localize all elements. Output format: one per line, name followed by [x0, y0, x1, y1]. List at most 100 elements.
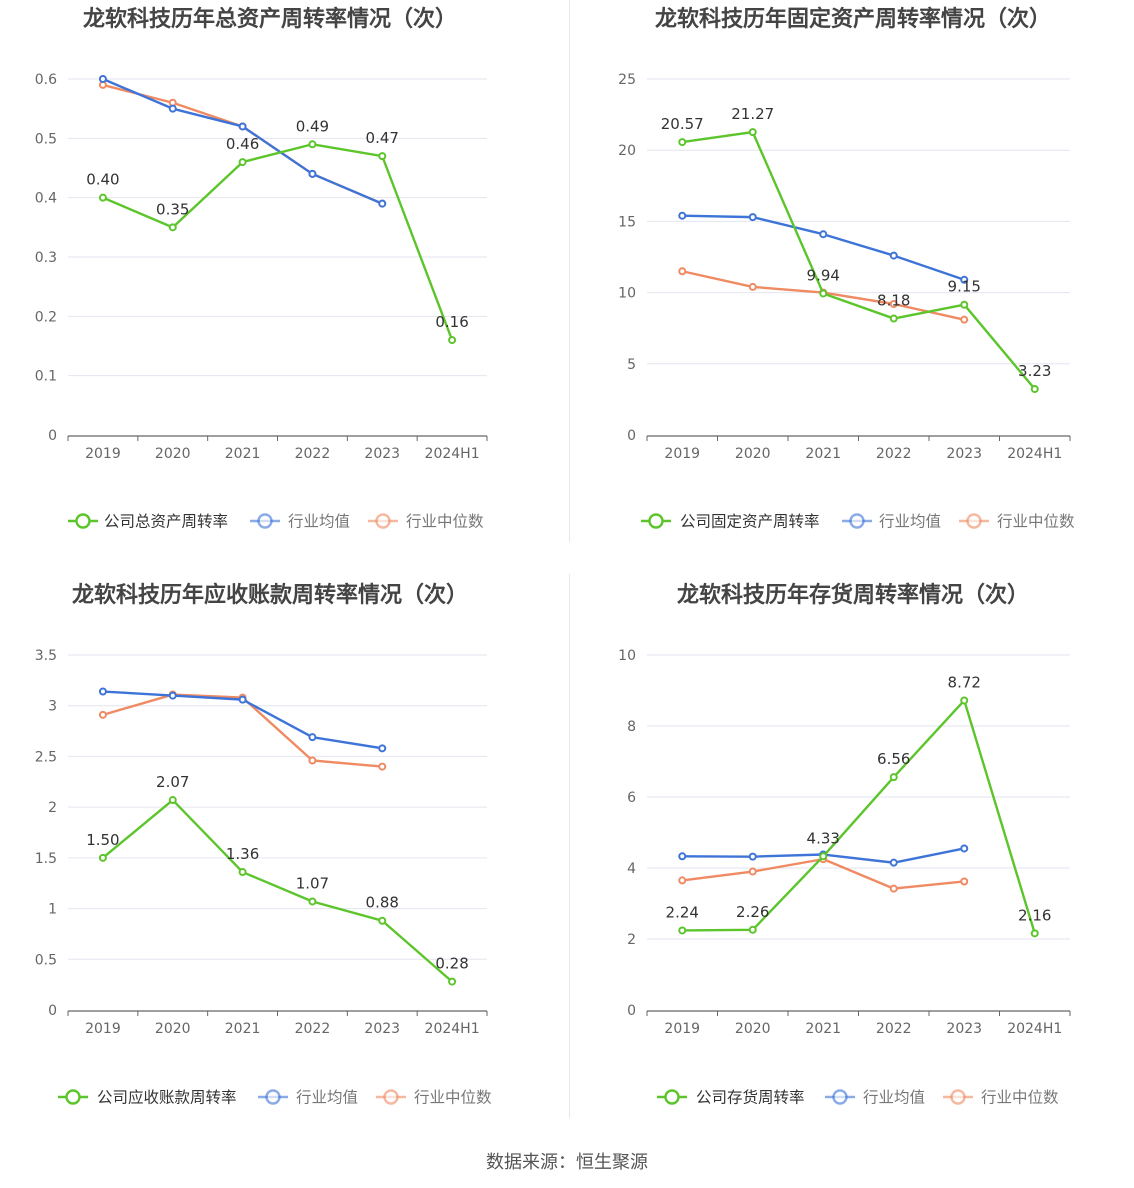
- data-point: [308, 169, 317, 178]
- x-tick-label: 2022: [876, 446, 912, 462]
- data-point: [960, 300, 969, 309]
- y-tick-label: 0.4: [35, 191, 57, 207]
- legend-marker: [849, 513, 865, 529]
- chart-svg: 龙软科技历年应收账款周转率情况（次） 0 0.5 1 1.5 2 2.5 3 3.5 2019 20…: [35, 582, 492, 1107]
- data-point: [960, 315, 969, 324]
- y-tick-label: 3.5: [35, 648, 57, 664]
- data-point: [819, 230, 828, 239]
- y-tick-label: 0: [627, 1003, 636, 1019]
- y-tick-label: 3: [48, 699, 57, 715]
- x-tick-label: 2021: [805, 446, 841, 462]
- legend-marker: [950, 1089, 966, 1105]
- chart-title: 龙软科技历年固定资产周转率情况（次）: [655, 6, 1051, 32]
- data-label: 0.88: [366, 894, 399, 912]
- data-label: 0.46: [226, 135, 259, 153]
- data-point: [168, 691, 177, 700]
- legend-item: 公司应收账款周转率: [58, 1088, 237, 1107]
- data-point: [98, 75, 107, 83]
- x-tick-label: 2020: [735, 446, 771, 462]
- data-point: [889, 884, 898, 893]
- x-tick-label: 2019: [664, 446, 700, 462]
- series-line: [682, 857, 965, 890]
- legend-label: 行业中位数: [997, 513, 1075, 531]
- data-point: [889, 773, 898, 782]
- data-point: [98, 687, 107, 696]
- legend-label: 行业均值: [296, 1089, 358, 1107]
- data-point: [748, 128, 757, 137]
- legend-marker: [383, 1089, 399, 1105]
- chart-fixed-asset-turnover: 龙软科技历年固定资产周转率情况（次） 0 5 10 15 20 25 2019 2020 2021…: [567, 0, 1134, 576]
- legend-item: 行业中位数: [376, 1089, 492, 1107]
- y-tick-label: 6: [627, 790, 636, 806]
- x-tick-label: 2019: [85, 1021, 121, 1037]
- legend-label: 公司应收账款周转率: [97, 1088, 237, 1107]
- data-point: [238, 158, 247, 167]
- y-tick-label: 2: [48, 800, 57, 816]
- data-point: [378, 152, 387, 161]
- y-tick-label: 25: [618, 72, 636, 88]
- data-label: 20.57: [661, 115, 704, 133]
- legend-label: 行业均值: [863, 1089, 925, 1107]
- data-point: [378, 916, 387, 925]
- y-tick-label: 0.3: [35, 250, 57, 266]
- data-point: [238, 695, 247, 704]
- legend-item: 行业均值: [825, 1089, 925, 1107]
- y-tick-label: 0.1: [35, 369, 57, 385]
- data-point: [960, 275, 969, 284]
- legend-item: 行业均值: [258, 1089, 358, 1107]
- x-tick-label: 2023: [364, 1021, 400, 1037]
- y-tick-label: 15: [618, 214, 636, 230]
- x-tick-label: 2022: [295, 1021, 331, 1037]
- data-point: [308, 897, 317, 906]
- y-tick-label: 5: [627, 357, 636, 373]
- legend-marker: [664, 1089, 680, 1105]
- legend-marker: [265, 1089, 281, 1105]
- data-point: [748, 282, 757, 291]
- y-tick-label: 0: [48, 428, 57, 444]
- x-tick-label: 2021: [225, 1021, 261, 1037]
- y-tick-label: 0.5: [35, 131, 57, 147]
- x-tick-label: 2024H1: [1007, 446, 1062, 462]
- data-label: 0.16: [435, 313, 468, 331]
- data-point: [238, 868, 247, 877]
- data-point: [678, 138, 687, 147]
- legend-marker: [257, 513, 273, 529]
- series-line: [682, 699, 1036, 934]
- data-label: 2.26: [736, 903, 769, 921]
- data-point: [748, 852, 757, 861]
- data-point: [168, 104, 177, 113]
- data-point: [678, 876, 687, 885]
- x-tick-label: 2024H1: [425, 1021, 480, 1037]
- data-point: [889, 314, 898, 323]
- chart-svg: 龙软科技历年固定资产周转率情况（次） 0 5 10 15 20 25 2019 2020 2021…: [618, 6, 1075, 531]
- y-tick-label: 20: [618, 143, 636, 159]
- legend-marker: [648, 513, 664, 529]
- x-tick-label: 2023: [364, 446, 400, 462]
- data-point: [889, 858, 898, 867]
- legend-marker: [75, 513, 91, 529]
- x-tick-label: 2023: [946, 1021, 982, 1037]
- legend-label: 公司存货周转率: [696, 1089, 805, 1107]
- x-tick-label: 2024H1: [425, 446, 480, 462]
- data-point: [448, 336, 457, 345]
- legend-marker: [832, 1089, 848, 1105]
- data-point: [678, 267, 687, 276]
- x-tick-label: 2020: [735, 1021, 771, 1037]
- data-label: 0.49: [296, 117, 329, 135]
- x-tick-label: 2021: [805, 1021, 841, 1037]
- data-point: [1030, 929, 1039, 938]
- legend-marker: [375, 513, 391, 529]
- data-point: [378, 762, 387, 771]
- legend-item: 行业中位数: [959, 513, 1075, 531]
- x-tick-label: 2019: [85, 446, 121, 462]
- legend-item: 行业中位数: [368, 513, 484, 531]
- data-point: [819, 852, 828, 861]
- y-tick-label: 0: [48, 1003, 57, 1019]
- data-point: [308, 756, 317, 765]
- legend-item: 行业中位数: [943, 1089, 1059, 1107]
- chart-receivable-turnover: 龙软科技历年应收账款周转率情况（次） 0 0.5 1 1.5 2 2.5 3 3.5 2019 20…: [0, 576, 567, 1152]
- data-label: 8.18: [877, 292, 910, 310]
- y-tick-label: 10: [618, 286, 636, 302]
- data-point: [748, 213, 757, 222]
- data-point: [378, 199, 387, 208]
